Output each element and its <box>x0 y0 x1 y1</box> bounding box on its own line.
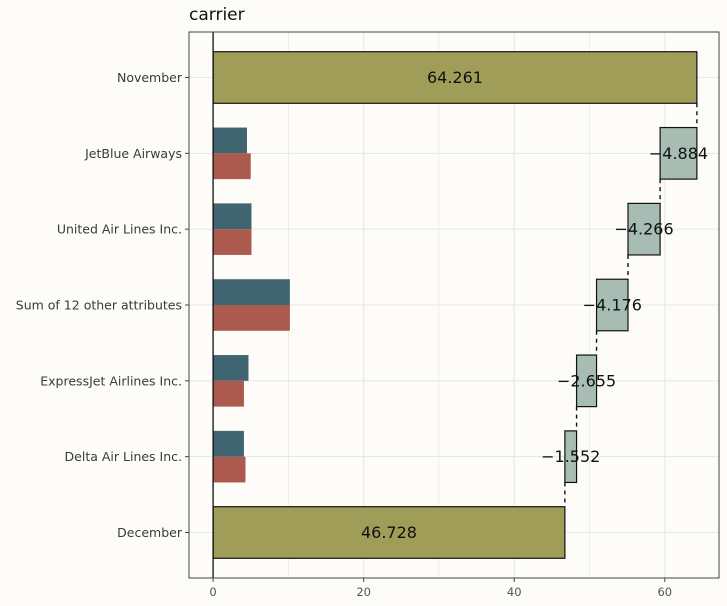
bar-value-label: −4.266 <box>614 220 673 239</box>
category-label: ExpressJet Airlines Inc. <box>40 373 182 388</box>
share-bar-top <box>213 127 247 154</box>
share-bar-bottom <box>213 380 244 407</box>
share-bar-bottom <box>213 153 251 180</box>
labels-layer: 64.261 −4.884 −4.266 −4.176 −2.655 −1.552 46.7… <box>361 68 708 542</box>
share-bar-top <box>213 430 244 457</box>
share-bar-bottom <box>213 305 290 331</box>
bar-value-label: −4.884 <box>649 144 708 163</box>
category-label: Delta Air Lines Inc. <box>65 449 182 464</box>
share-bar-top <box>213 203 252 230</box>
bars-layer <box>212 51 698 559</box>
category-label: Sum of 12 other attributes <box>16 298 182 313</box>
bar-value-label: −1.552 <box>541 447 600 466</box>
bar-value-label: −2.655 <box>557 371 616 390</box>
x-tick-label: 40 <box>507 585 522 599</box>
category-label: United Air Lines Inc. <box>57 222 182 237</box>
category-label: December <box>117 525 183 540</box>
axis-layer: 0 20 40 60 November JetBlue Airways United Air… <box>16 31 720 599</box>
x-tick-label: 60 <box>657 585 672 599</box>
share-bar-bottom <box>213 229 252 255</box>
delta-bar <box>659 126 698 180</box>
total-bar <box>212 51 698 104</box>
delta-bar <box>627 202 661 256</box>
delta-bar <box>595 278 629 332</box>
bar-value-label: 46.728 <box>361 523 417 542</box>
x-tick-label: 0 <box>209 585 216 599</box>
delta-bar <box>564 430 578 484</box>
share-bar-bottom <box>213 456 246 483</box>
delta-bar <box>575 354 598 408</box>
category-label: JetBlue Airways <box>84 146 182 161</box>
category-label: November <box>117 70 183 85</box>
x-tick-label: 20 <box>356 585 371 599</box>
share-bar-top <box>213 355 249 381</box>
share-bar-top <box>213 279 290 305</box>
bar-value-label: −4.176 <box>583 296 642 315</box>
chart-title: carrier <box>189 5 245 25</box>
bar-value-label: 64.261 <box>427 68 483 87</box>
total-bar <box>212 506 566 559</box>
